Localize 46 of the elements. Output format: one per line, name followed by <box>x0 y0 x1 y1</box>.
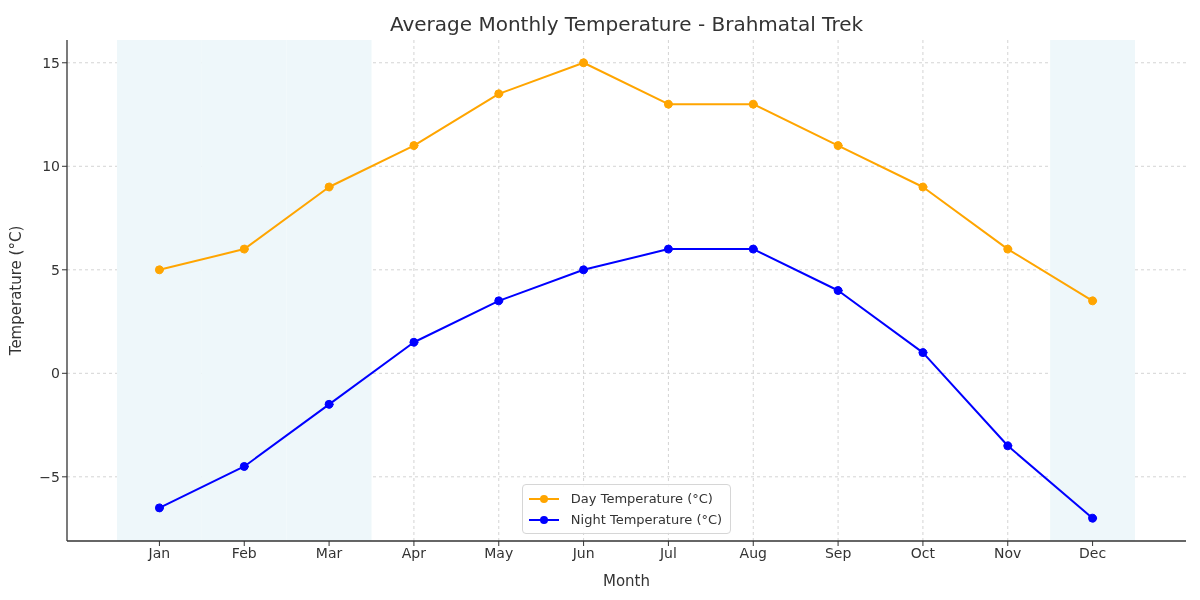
point <box>663 244 673 254</box>
x-tick-label: Mar <box>315 544 343 561</box>
point <box>748 99 758 109</box>
x-tick-label: Apr <box>401 544 427 561</box>
point <box>324 399 334 409</box>
chart-title: Average Monthly Temperature - Brahmatal Trek <box>388 12 865 36</box>
y-axis-title: Temperature (°C) <box>7 225 26 357</box>
y-tick-label: −5 <box>39 468 60 485</box>
legend-label: Night Temperature (°C) <box>570 512 723 527</box>
point <box>833 286 843 295</box>
x-tick-label: Jun <box>571 544 595 561</box>
point <box>748 244 758 254</box>
point <box>1003 441 1013 451</box>
x-tick-label: Jan <box>147 544 171 561</box>
point <box>494 89 504 99</box>
x-tick-label: Feb <box>231 544 257 561</box>
point <box>579 265 589 275</box>
y-tick-label: 15 <box>42 54 60 71</box>
point <box>409 337 419 347</box>
x-tick-label: Sep <box>824 544 852 561</box>
point <box>1088 513 1098 523</box>
point <box>324 182 334 192</box>
point <box>154 503 164 513</box>
point <box>409 141 419 151</box>
y-tick-label: 0 <box>51 365 60 382</box>
x-tick-label: May <box>484 544 514 561</box>
legend-label: Day Temperature (°C) <box>570 491 713 506</box>
point <box>833 141 843 151</box>
point <box>918 182 928 192</box>
x-tick-label: Nov <box>994 544 1022 561</box>
point <box>1003 244 1013 254</box>
point <box>918 348 928 358</box>
point <box>1088 296 1098 306</box>
x-tick-label: Aug <box>739 544 767 561</box>
x-axis-title: Month <box>602 572 651 590</box>
point <box>239 244 249 254</box>
x-tick-label: Oct <box>910 544 936 561</box>
x-tick-label: Jul <box>658 544 677 561</box>
y-tick-label: 5 <box>51 261 60 278</box>
point <box>239 461 249 471</box>
point <box>663 99 673 109</box>
x-tick-label: Dec <box>1079 544 1107 561</box>
y-tick-label: 10 <box>42 158 60 175</box>
point <box>579 58 589 68</box>
point <box>494 296 504 306</box>
point <box>154 265 164 275</box>
